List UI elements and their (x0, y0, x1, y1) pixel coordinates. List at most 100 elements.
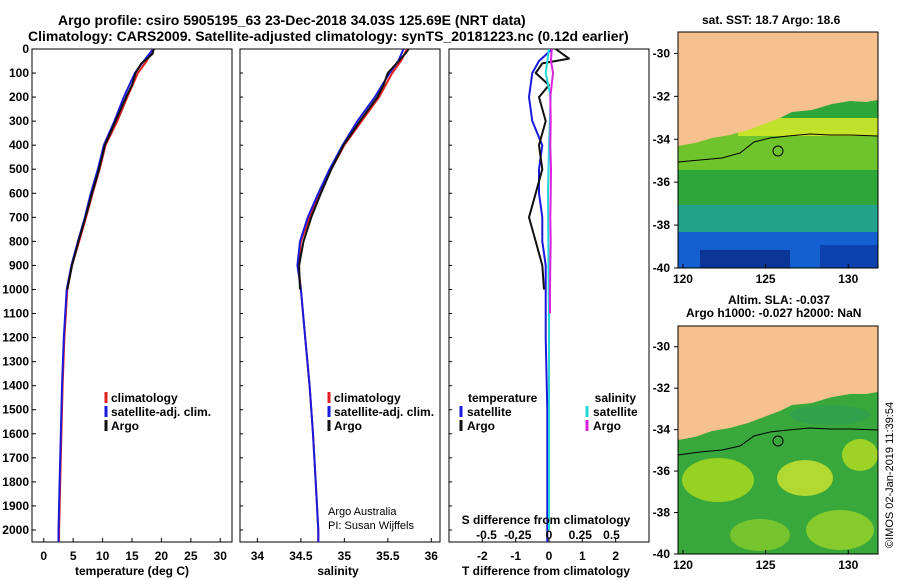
y-tick-label: 0 (22, 42, 29, 56)
credit-line1: Argo Australia (328, 506, 397, 518)
x-tick-label: -2 (477, 549, 488, 563)
map-lat-label: -40 (653, 547, 671, 561)
x-tick-label: 0 (546, 549, 553, 563)
x-tick-label: 10 (96, 549, 110, 563)
legend-label-sal-argo: Argo (593, 419, 621, 433)
y-tick-label: 600 (9, 186, 29, 200)
map-lat-label: -32 (653, 89, 671, 103)
y-tick-label: 800 (9, 234, 29, 248)
x-tick-label: 5 (70, 549, 77, 563)
sla-map-anomaly-3 (806, 510, 874, 550)
map-lat-label: -40 (653, 261, 671, 275)
y-tick-label: 100 (9, 66, 29, 80)
map-lat-label: -34 (653, 132, 671, 146)
salinity-x-label: salinity (317, 564, 359, 578)
map-lat-label: -32 (653, 381, 671, 395)
x-tick-label: 34 (251, 549, 265, 563)
map-lat-label: -36 (653, 464, 671, 478)
difference-legend: temperature satellite Argo salinity sate… (459, 391, 638, 433)
x-tick-label: 1 (579, 549, 586, 563)
salinity-panel-frame (239, 48, 441, 543)
y-tick-label: 1200 (2, 331, 29, 345)
x-tick-label: 36 (425, 549, 439, 563)
salinity-series-argo (298, 49, 410, 290)
x2-tick-label: -0.5 (476, 528, 497, 542)
timestamp-stamp: ©IMOS 02-Jan-2019 11:39:54 (884, 402, 896, 548)
x2-tick-label: 0.25 (569, 528, 593, 542)
map-lon-label: 120 (673, 272, 693, 286)
map-lat-label: -34 (653, 423, 671, 437)
x-tick-label: 15 (125, 549, 139, 563)
salinity-legend: climatology satellite-adj. clim. Argo (327, 391, 434, 433)
map-lat-label: -38 (653, 506, 671, 520)
legend-label-sal-satellite: satellite (593, 405, 638, 419)
sla-map-title-line2: Argo h1000: -0.027 h2000: NaN (686, 306, 862, 320)
x2-tick-label: 0.5 (603, 528, 620, 542)
x-tick-label: 34.5 (289, 549, 313, 563)
legend-header-salinity: salinity (595, 391, 637, 405)
sla-map (677, 325, 879, 555)
sst-map-isobath (677, 133, 879, 163)
sst-map (677, 31, 879, 269)
sst-map-cold-deep2 (820, 245, 878, 268)
x-tick-label: 35.5 (376, 549, 400, 563)
credit-line2: PI: Susan Wijffels (328, 520, 414, 532)
map-lon-label: 120 (673, 558, 693, 572)
difference-series-salinity-argo (549, 49, 554, 314)
legend-label-satellite-adj: satellite-adj. clim. (111, 405, 211, 419)
y-tick-label: 900 (9, 258, 29, 272)
sla-map-title-line1: Altim. SLA: -0.037 (728, 293, 831, 307)
temperature-series-climatology (58, 49, 154, 542)
temperature-series-satellite-adj-clim- (57, 49, 154, 542)
y-tick-label: 700 (9, 210, 29, 224)
difference-series-temperature-satellite (528, 49, 553, 542)
difference-series-salinity-satellite (544, 49, 552, 530)
sla-map-anomaly-4 (730, 519, 790, 551)
x-tick-label: 2 (612, 549, 619, 563)
map-lon-label: 125 (756, 558, 776, 572)
x-tick-label: -1 (510, 549, 521, 563)
y-tick-label: 1100 (3, 307, 29, 321)
y-tick-label: 2000 (2, 523, 29, 537)
x-tick-label: 30 (214, 549, 228, 563)
y-tick-label: 400 (9, 138, 29, 152)
sla-map-anomaly-5 (842, 439, 878, 471)
y-tick-label: 1600 (2, 427, 29, 441)
legend-label-temp-satellite: satellite (467, 405, 512, 419)
x-tick-label: 25 (184, 549, 198, 563)
sla-map-anomaly-2 (777, 460, 833, 496)
figure-title-line1: Argo profile: csiro 5905195_63 23-Dec-20… (58, 12, 526, 28)
sla-map-anomaly-1 (682, 458, 754, 502)
map-lat-label: -30 (653, 340, 671, 354)
sst-map-shelf-green (738, 118, 878, 136)
legend-label-argo: Argo (111, 419, 139, 433)
sst-map-cool-band (678, 205, 878, 235)
y-tick-label: 1900 (2, 499, 29, 513)
sla-map-isobath (677, 427, 879, 456)
sla-map-frame (677, 325, 879, 555)
legend-label-temp-argo: Argo (467, 419, 495, 433)
sla-map-land (678, 326, 878, 440)
temperature-legend: climatology satellite-adj. clim. Argo (104, 391, 211, 433)
temperature-panel-frame (31, 48, 233, 543)
temperature-series-argo (66, 49, 155, 290)
sal-diff-x-label: S difference from climatology (462, 513, 631, 527)
sla-map-argo-marker (772, 435, 784, 447)
y-tick-label: 500 (9, 162, 29, 176)
figure-title-line2: Climatology: CARS2009. Satellite-adjuste… (28, 28, 629, 44)
y-tick-label: 1300 (2, 355, 29, 369)
x-tick-label: 0 (40, 549, 47, 563)
temp-diff-x-label: T difference from climatology (462, 564, 630, 578)
sla-map-anomaly-6 (790, 405, 870, 425)
legend-label-climatology: climatology (111, 391, 178, 405)
sst-map-cold-deep (700, 250, 790, 268)
legend-label-satellite-adj: satellite-adj. clim. (334, 405, 434, 419)
map-lat-label: -38 (653, 218, 671, 232)
x-tick-label: 35 (338, 549, 352, 563)
y-tick-label: 1800 (2, 475, 29, 489)
map-lat-label: -30 (653, 46, 671, 60)
difference-series-temperature-argo (528, 49, 570, 290)
y-tick-label: 1500 (2, 403, 29, 417)
map-lon-label: 130 (838, 272, 858, 286)
